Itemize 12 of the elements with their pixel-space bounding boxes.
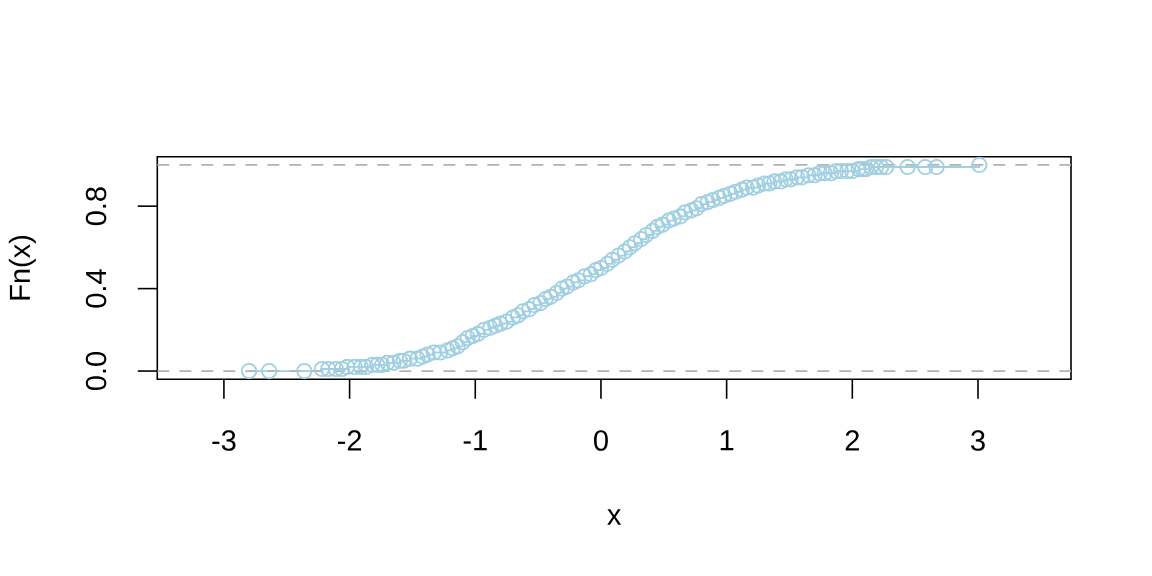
y-tick-label: 0.4 [85, 269, 107, 308]
x-tick-label: 2 [845, 430, 859, 451]
x-tick-label: 0 [594, 430, 608, 451]
x-tick-label: -2 [337, 430, 362, 451]
x-tick-label: 1 [720, 430, 734, 451]
x-tick-label: -3 [212, 430, 236, 451]
y-tick-label: 0.8 [85, 187, 107, 226]
x-axis-title: x [607, 509, 622, 525]
x-tick-label: 3 [971, 430, 985, 451]
x-tick-label: -1 [463, 430, 487, 451]
y-axis-title: Fn(x) [8, 235, 36, 300]
y-tick-label: 0.0 [85, 352, 107, 391]
